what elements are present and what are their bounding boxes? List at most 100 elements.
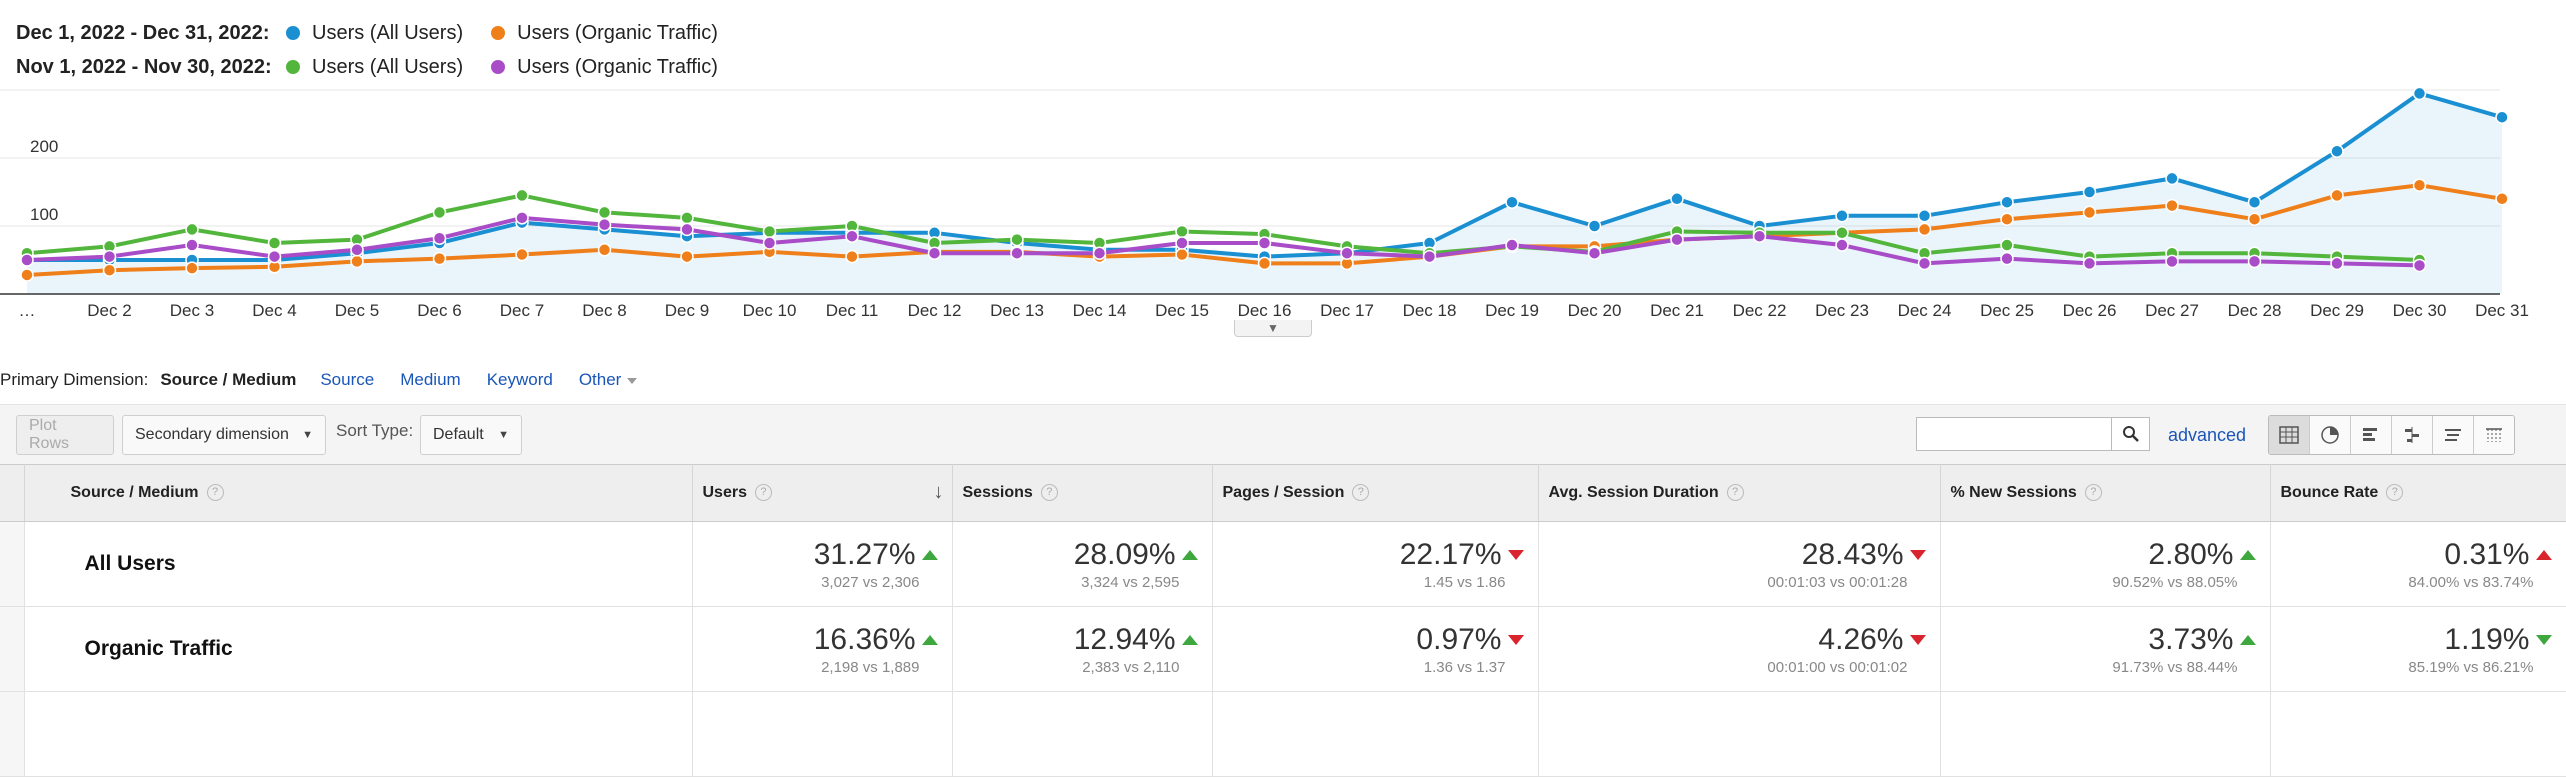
secondary-dimension-label: Secondary dimension <box>135 426 289 443</box>
metric-cell-bounce-rate: 1.19% 85.19% vs 86.21% <box>2270 606 2566 692</box>
view-comparison-button[interactable] <box>2392 416 2433 454</box>
view-performance-button[interactable] <box>2351 416 2392 454</box>
primary-dimension-source[interactable]: Source <box>320 370 375 389</box>
data-point <box>597 205 612 220</box>
x-tick-label: Dec 14 <box>1073 301 1127 320</box>
advanced-filter-link[interactable]: advanced <box>2168 425 2247 445</box>
data-point <box>845 249 859 264</box>
data-point <box>2000 238 2014 252</box>
legend-row-current: Dec 1, 2022 - Dec 31, 2022: Users (All U… <box>16 16 746 50</box>
row-checkbox[interactable] <box>0 606 25 692</box>
select-all-checkbox[interactable] <box>0 464 25 522</box>
primary-dimension-medium[interactable]: Medium <box>400 370 461 389</box>
help-icon[interactable]: ? <box>1040 484 1058 502</box>
help-icon[interactable]: ? <box>2386 484 2404 502</box>
data-point <box>432 205 447 220</box>
arrow-up-icon <box>1181 549 1198 560</box>
view-pivot-button[interactable] <box>2474 416 2514 454</box>
column-header-users[interactable]: Users? ↓ <box>692 464 953 522</box>
primary-dimension-other[interactable]: Other <box>579 370 638 390</box>
primary-dimension-bar: Primary Dimension: Source / Medium Sourc… <box>0 370 663 390</box>
column-header-new-sessions[interactable]: % New Sessions? <box>1940 464 2271 522</box>
x-tick-label: Dec 27 <box>2145 301 2199 320</box>
x-tick-label: Dec 28 <box>2228 301 2282 320</box>
arrow-up-icon <box>921 549 938 560</box>
data-point <box>2412 258 2427 273</box>
legend-item-all-users-current[interactable]: Users (All Users) <box>286 22 463 45</box>
row-checkbox <box>0 691 25 777</box>
metric-cell-new-sessions: 2.80% 90.52% vs 88.05% <box>1940 521 2271 607</box>
primary-dimension-keyword[interactable]: Keyword <box>486 370 553 389</box>
view-data-button[interactable] <box>2269 416 2310 454</box>
data-point <box>1587 246 1602 260</box>
legend-label: Users (All Users) <box>312 21 464 44</box>
legend-label: Users (Organic Traffic) <box>517 21 718 44</box>
sort-type-label: Sort Type: <box>336 421 414 440</box>
line-chart[interactable]: 100 200 300 … Dec 2 Dec 3 Dec 4 Dec 5 Dec 6 Dec 7… <box>0 84 2566 330</box>
help-icon[interactable]: ? <box>2084 484 2102 502</box>
data-point <box>267 249 282 264</box>
view-term-cloud-button[interactable] <box>2433 416 2474 454</box>
x-tick-label: Dec 11 <box>826 301 879 320</box>
row-checkbox[interactable] <box>0 521 25 607</box>
help-icon[interactable]: ? <box>206 484 224 502</box>
legend-dot-purple <box>491 60 506 74</box>
data-point <box>2330 188 2344 203</box>
column-header-sessions[interactable]: Sessions? <box>952 464 1213 522</box>
data-point <box>2330 256 2344 271</box>
data-point <box>597 217 612 232</box>
x-tick-label: Dec 26 <box>2063 301 2117 320</box>
table-search-input[interactable] <box>1916 417 2112 451</box>
arrow-up-icon <box>2535 549 2552 560</box>
data-point <box>1175 236 1189 250</box>
empty-cell <box>692 691 953 777</box>
x-tick-label: Dec 9 <box>665 301 709 320</box>
data-point <box>762 224 777 239</box>
data-point <box>515 211 529 225</box>
help-icon[interactable]: ? <box>754 484 772 502</box>
data-point <box>1092 246 1107 260</box>
sort-type-dropdown[interactable]: Default ▼ <box>420 415 522 455</box>
metric-comparison: 90.52% vs 88.05% <box>2112 573 2238 591</box>
chart-expand-toggle[interactable]: ▼ <box>1234 320 1312 337</box>
data-point <box>2165 254 2179 269</box>
data-point <box>2082 205 2097 220</box>
other-label: Other <box>578 370 622 389</box>
data-point <box>1422 249 1437 264</box>
view-percentage-button[interactable] <box>2310 416 2351 454</box>
legend-item-organic-current[interactable]: Users (Organic Traffic) <box>491 22 718 45</box>
segment-label: All Users <box>24 521 693 607</box>
x-tick-label: Dec 20 <box>1568 301 1622 320</box>
column-header-label: Users <box>702 484 747 501</box>
table-header-row: Source / Medium? Users? ↓ Sessions? Pages… <box>0 464 2566 522</box>
column-header-pages-session[interactable]: Pages / Session? <box>1212 464 1539 522</box>
column-header-bounce-rate[interactable]: Bounce Rate? <box>2270 464 2566 522</box>
comparison-icon <box>2405 427 2419 443</box>
help-icon[interactable]: ? <box>1726 484 1744 502</box>
x-tick-label: Dec 8 <box>582 301 626 320</box>
x-tick-label: Dec 16 <box>1238 301 1292 320</box>
data-point <box>680 249 694 264</box>
primary-dimension-label: Primary Dimension: <box>0 370 149 389</box>
column-header-avg-session-duration[interactable]: Avg. Session Duration? <box>1538 464 1941 522</box>
arrow-down-icon <box>1909 634 1926 645</box>
data-point <box>2000 251 2014 266</box>
sort-descending-icon: ↓ <box>933 481 944 503</box>
x-tick-label: Dec 24 <box>1898 301 1952 320</box>
data-point <box>1010 232 1024 247</box>
table-view-switcher <box>2268 415 2515 455</box>
arrow-down-icon <box>2535 634 2552 645</box>
data-point <box>1670 192 1684 206</box>
search-button[interactable] <box>2112 417 2150 451</box>
secondary-dimension-dropdown[interactable]: Secondary dimension ▼ <box>122 415 326 455</box>
legend-item-organic-previous[interactable]: Users (Organic Traffic) <box>491 56 718 79</box>
help-icon[interactable]: ? <box>1352 484 1370 502</box>
legend-item-all-users-previous[interactable]: Users (All Users) <box>286 56 463 79</box>
plot-rows-button[interactable]: Plot Rows <box>16 415 114 455</box>
caret-down-icon <box>627 377 638 384</box>
metric-cell-sessions: 12.94% 2,383 vs 2,110 <box>952 606 1213 692</box>
metric-change: 0.31% <box>2444 537 2530 571</box>
primary-dimension-active: Source / Medium <box>160 370 297 389</box>
column-header-source-medium[interactable]: Source / Medium? <box>24 464 693 522</box>
legend-period-previous: Nov 1, 2022 - Nov 30, 2022: <box>16 55 272 78</box>
